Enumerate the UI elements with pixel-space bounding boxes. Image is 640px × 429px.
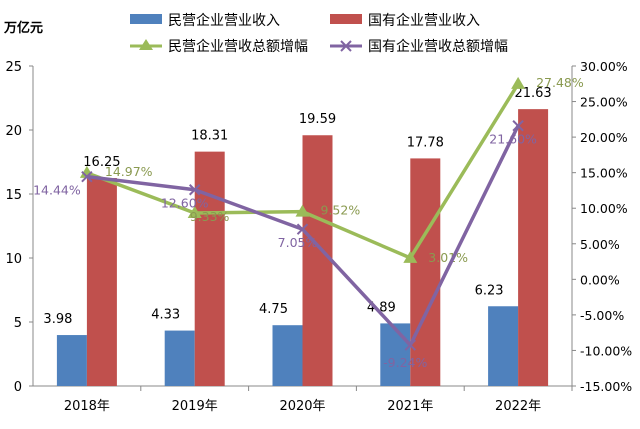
bar-state	[410, 158, 441, 386]
y2-tick-label: 15.00%	[580, 166, 628, 181]
y2-tick-label: -15.00%	[580, 379, 632, 394]
y-tick-label: 5	[14, 316, 22, 331]
legend-label: 国有企业营收总额增幅	[368, 38, 508, 55]
bar-data-label: 18.31	[191, 129, 228, 144]
y2-tick-label: 0.00%	[580, 272, 620, 287]
y2-tick-label: -5.00%	[580, 308, 624, 323]
x-marker	[512, 120, 524, 132]
bar-data-label: 21.63	[514, 86, 551, 101]
bar-private	[56, 335, 87, 386]
y-tick-label: 0	[14, 380, 22, 395]
triangle-marker	[511, 76, 526, 89]
y-tick-label: 25	[5, 60, 22, 75]
line-data-label: 21.60%	[489, 132, 537, 147]
bar-state	[194, 151, 225, 386]
y2-tick-label: 30.00%	[580, 59, 628, 74]
bar-private	[488, 306, 519, 386]
line-data-label: 12.60%	[161, 196, 209, 211]
line-data-label: 9.52%	[321, 203, 361, 218]
bar-data-label: 16.25	[83, 155, 120, 170]
x-tick-label: 2021年	[387, 399, 433, 414]
x-tick-label: 2018年	[64, 399, 110, 414]
y-tick-label: 10	[5, 252, 22, 267]
line-data-label: 7.05%	[278, 235, 318, 250]
y-tick-label: 15	[5, 188, 22, 203]
line-data-label: -9.24%	[383, 355, 427, 370]
bar-data-label: 6.23	[475, 283, 504, 298]
y-tick-label: 20	[5, 124, 22, 139]
y2-tick-label: -10.00%	[580, 343, 632, 358]
x-marker	[188, 184, 201, 196]
legend-label: 民营企业营业收入	[168, 12, 280, 29]
x-tick-label: 2022年	[495, 399, 541, 414]
y2-tick-label: 20.00%	[580, 130, 628, 145]
bar-data-label: 4.33	[151, 308, 180, 323]
legend-swatch	[130, 14, 162, 24]
triangle-marker	[295, 204, 310, 217]
line-data-label: 27.48%	[536, 75, 584, 90]
x-marker	[296, 223, 309, 235]
bar-private	[380, 323, 411, 386]
x-icon	[340, 40, 352, 52]
x-marker	[404, 339, 417, 351]
legend-label: 民营企业营收总额增幅	[168, 38, 308, 55]
x-marker	[81, 170, 93, 183]
triangle-icon	[139, 39, 153, 50]
y2-tick-label: 25.00%	[580, 95, 628, 110]
bar-data-label: 3.98	[43, 312, 72, 327]
bar-state	[518, 109, 549, 387]
y2-tick-label: 10.00%	[580, 201, 628, 216]
line-data-label: 9.33%	[190, 209, 230, 224]
y2-tick-label: 5.00%	[580, 237, 620, 252]
bar-data-label: 19.59	[299, 112, 336, 127]
triangle-marker	[403, 250, 418, 263]
bar-private	[272, 325, 303, 386]
x-tick-label: 2020年	[279, 399, 325, 414]
bar-state	[86, 178, 117, 386]
bar-data-label: 4.75	[259, 302, 288, 317]
line-data-label: 14.44%	[33, 183, 81, 198]
line-data-label: 3.01%	[428, 250, 468, 265]
bar-data-label: 17.78	[407, 135, 444, 150]
legend-label: 国有企业营业收入	[368, 12, 480, 29]
bar-private	[164, 330, 195, 386]
line-data-label: 14.97%	[105, 164, 153, 179]
triangle-marker	[187, 205, 202, 218]
x-tick-label: 2019年	[172, 399, 218, 414]
y-unit-label: 万亿元	[3, 20, 43, 36]
bar-state	[302, 135, 333, 386]
legend-swatch	[330, 14, 362, 24]
triangle-marker	[79, 165, 94, 178]
